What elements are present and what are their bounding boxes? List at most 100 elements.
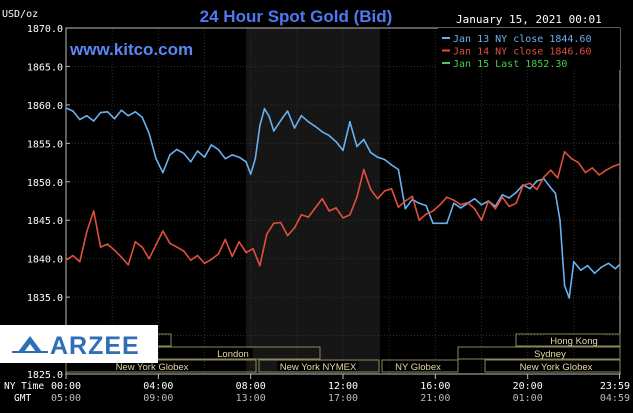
legend-entry: Jan 14 NY close 1846.60 [453, 47, 591, 58]
series-point [134, 241, 137, 243]
series-point [363, 138, 365, 141]
session-label-bg [109, 361, 195, 371]
series-point [356, 145, 358, 148]
series-point [189, 161, 192, 163]
series-point [515, 202, 517, 205]
series-point [591, 167, 594, 169]
series-point [425, 204, 427, 207]
y-axis-unit-label: USD/oz [2, 9, 38, 20]
series-point [113, 117, 116, 120]
y-axis-ticks: 1870.0 1865.0 1860.0 1855.0 1850.0 1845.0 1840… [27, 24, 70, 381]
series-point [480, 204, 483, 206]
y-tick-label: 1870.0 [27, 24, 63, 35]
timestamp: January 15, 2021 00:01 [456, 13, 602, 26]
series-point [494, 207, 497, 210]
y-tick-label: 1845.0 [27, 216, 63, 227]
series-point [224, 238, 227, 241]
series-point [439, 222, 441, 225]
series-point [453, 202, 455, 205]
series-point [176, 148, 178, 151]
series-point [453, 199, 455, 201]
series-point [618, 264, 621, 266]
series-point [577, 161, 580, 164]
legend-box [438, 28, 620, 70]
series-point [263, 107, 266, 110]
session-label: New York Globex [116, 362, 189, 373]
session-label: Sydney [534, 349, 566, 360]
series-point [328, 134, 331, 137]
series-point [508, 197, 511, 199]
y-tick-label: 1855.0 [27, 139, 63, 150]
series-point [550, 169, 552, 171]
y-tick-label: 1825.0 [27, 370, 63, 381]
series-point [196, 254, 199, 257]
series-point [224, 157, 227, 160]
series-point [203, 156, 206, 158]
series-point [266, 233, 268, 235]
series-point [286, 110, 289, 112]
session-label: London [217, 349, 249, 360]
series-point [86, 114, 88, 117]
series-point [210, 258, 213, 261]
series-point [390, 187, 393, 190]
series-point [383, 190, 386, 192]
series-point [515, 191, 517, 194]
series-point [543, 176, 545, 178]
series-point [522, 184, 524, 187]
series-point [245, 251, 247, 254]
series-point [238, 241, 240, 243]
series-point [65, 259, 67, 262]
series-point [196, 150, 199, 152]
session-label-bg [213, 348, 253, 358]
series-point [397, 168, 400, 171]
series-point [249, 173, 252, 175]
series-point [501, 196, 504, 198]
series-point [335, 207, 337, 209]
series-point [383, 158, 386, 161]
series-point [501, 194, 504, 196]
y-tick-label: 1860.0 [27, 101, 63, 112]
series-point [432, 222, 434, 225]
series-point [480, 219, 483, 221]
series-point [210, 144, 213, 146]
series-point [529, 182, 531, 185]
series-point [273, 130, 275, 132]
series-point [593, 272, 596, 275]
series-point [65, 107, 67, 109]
series-point [411, 195, 414, 198]
website-label: www.kitco.com [69, 40, 193, 59]
series-point [92, 120, 95, 122]
series-point [563, 284, 566, 287]
series-point [155, 157, 157, 160]
series-point [279, 221, 282, 224]
series-point [155, 244, 157, 246]
series-point [127, 114, 130, 117]
series-point [169, 242, 171, 245]
series-point [598, 174, 600, 176]
price-series [65, 107, 621, 299]
gmt-row-label: GMT [14, 393, 31, 404]
session-label: New York Globex [520, 362, 593, 373]
series-point [459, 207, 462, 209]
series-point [342, 149, 344, 152]
series-point [584, 171, 587, 174]
series-point [254, 157, 257, 160]
series-point [459, 204, 462, 206]
x-tick-label-ny: 16:00 [420, 381, 450, 392]
series-point [369, 188, 372, 191]
session-bar [65, 359, 257, 373]
series-point [182, 250, 185, 252]
series-point [473, 197, 476, 200]
series-point [72, 254, 74, 257]
series-point [286, 234, 289, 237]
x-tick-label-gmt: 04:59 [600, 393, 630, 404]
series-point [141, 116, 143, 118]
series-point [245, 161, 247, 163]
x-tick-label-gmt: 05:00 [51, 393, 81, 404]
series-point [550, 187, 552, 189]
series-point [556, 177, 559, 179]
y-tick-label: 1865.0 [27, 62, 63, 73]
y-tick-label: 1840.0 [27, 255, 63, 266]
series-point [169, 154, 171, 156]
